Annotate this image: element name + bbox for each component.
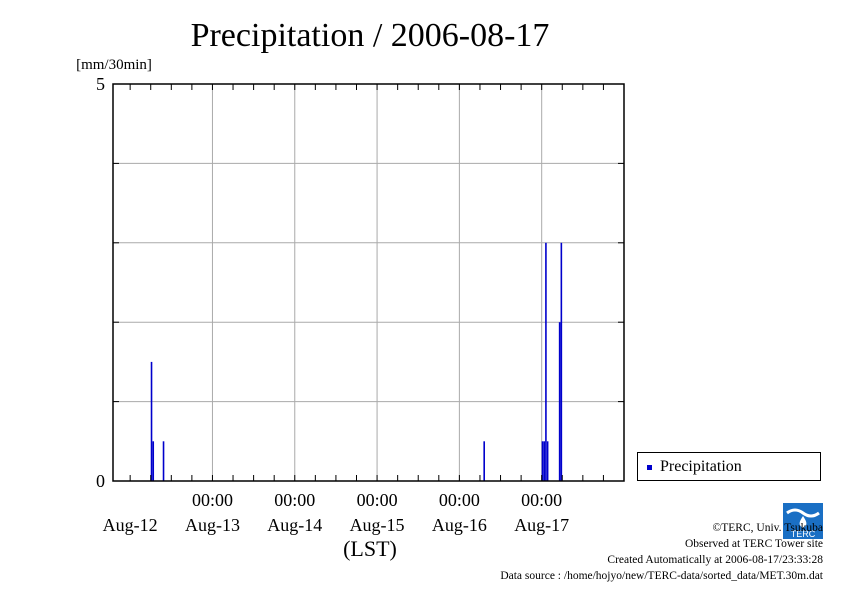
precip-bar [543, 441, 546, 481]
x-date-label: Aug-12 [103, 515, 158, 535]
axis-ticks [113, 83, 625, 482]
legend-label: Precipitation [660, 458, 742, 475]
precip-bar [558, 322, 561, 481]
precip-bar [545, 242, 547, 481]
x-time-label: 00:00 [274, 490, 315, 510]
terc-logo-icon: TERC [783, 503, 823, 539]
y-tick-label: 0 [96, 471, 105, 491]
plot-frame [112, 83, 625, 482]
bar-series [150, 242, 563, 481]
x-date-label: Aug-16 [432, 515, 487, 535]
legend: Precipitation [637, 452, 821, 481]
grid-lines [113, 84, 624, 481]
precip-bar [150, 361, 153, 481]
credit-site: Observed at TERC Tower site [684, 538, 823, 550]
precip-bar [560, 242, 563, 481]
y-unit-label: [mm/30min] [76, 57, 152, 73]
credit-source: Data source : /home/hojyo/new/TERC-data/… [500, 570, 823, 582]
precip-bar [546, 441, 549, 481]
x-time-label: 00:00 [357, 490, 398, 510]
x-time-label: 00:00 [192, 490, 233, 510]
x-time-label: 00:00 [439, 490, 480, 510]
precip-bar [541, 441, 544, 481]
precip-bar [162, 441, 165, 481]
credit-copyright: ©TERC, Univ. Tsukuba [712, 522, 823, 534]
credit-created: Created Automatically at 2006-08-17/23:3… [607, 554, 823, 566]
x-time-label: 00:00 [521, 490, 562, 510]
precip-bar [483, 441, 485, 481]
x-date-label: Aug-15 [350, 515, 405, 535]
x-date-label: Aug-13 [185, 515, 240, 535]
chart-title: Precipitation / 2006-08-17 [191, 17, 550, 54]
x-axis-label: (LST) [343, 536, 397, 561]
x-date-label: Aug-14 [267, 515, 322, 535]
logo-text: TERC [791, 529, 816, 539]
precip-bar [152, 441, 155, 481]
x-date-label: Aug-17 [514, 515, 569, 535]
credits: ©TERC, Univ. Tsukuba Observed at TERC To… [500, 520, 823, 584]
legend-swatch [647, 465, 652, 470]
axis-labels: 0 5 00:00 00:00 00:00 00:00 00:00 Aug-12 Aug-13 A… [96, 74, 569, 535]
y-tick-label: 5 [96, 74, 105, 94]
